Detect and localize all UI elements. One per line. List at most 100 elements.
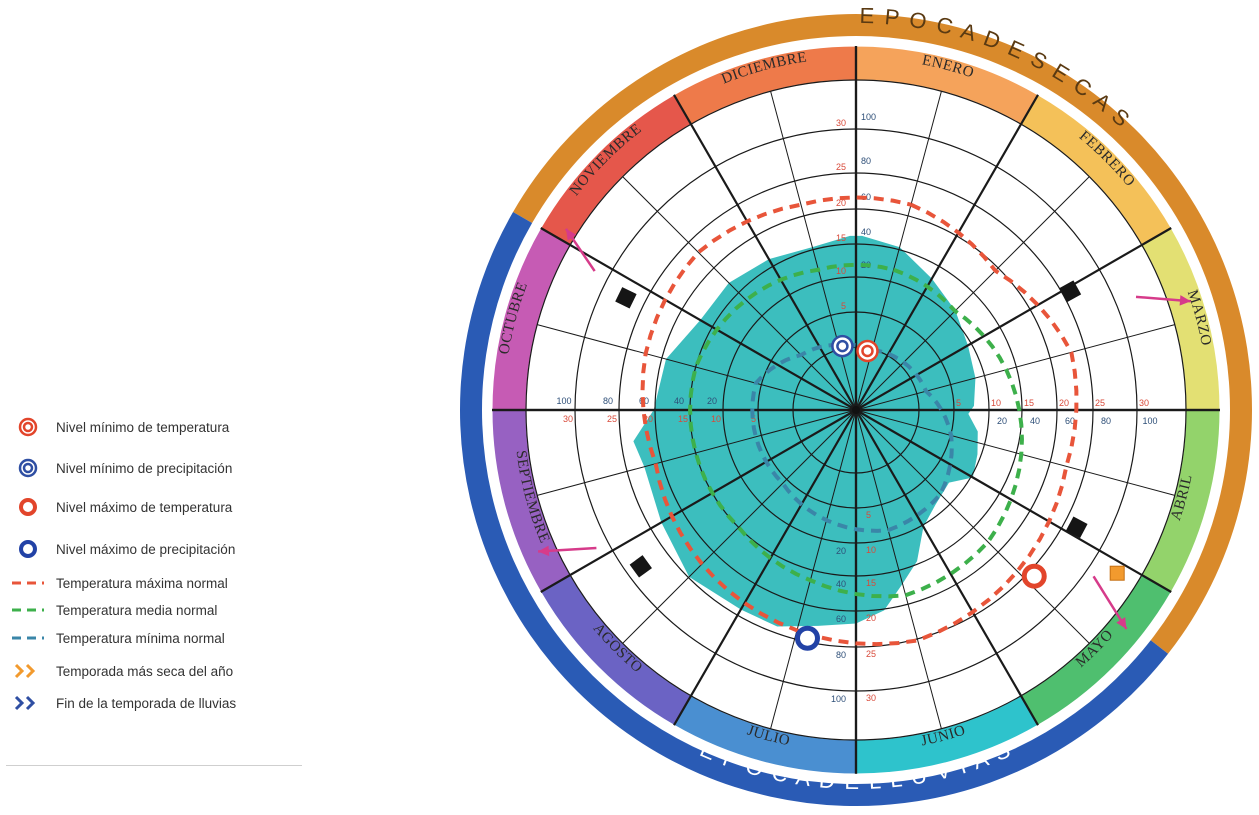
grid-spoke xyxy=(855,409,1172,593)
grid-spoke xyxy=(855,324,1175,411)
precipitation-tick: 80 xyxy=(1101,416,1111,426)
phase-arrow-head xyxy=(565,228,577,241)
grid-spoke xyxy=(673,94,857,411)
grid-spoke xyxy=(673,409,857,726)
precipitation-tick: 20 xyxy=(997,416,1007,426)
temperature-tick: 15 xyxy=(866,578,876,588)
precipitation-tick: 40 xyxy=(674,396,684,406)
grid-spoke xyxy=(855,409,1090,644)
phase-arrow-head xyxy=(1116,617,1127,630)
legend-item-mean-temp-normal: Temperatura media normal xyxy=(6,599,217,621)
temperature-tick: 25 xyxy=(1095,398,1105,408)
legend-label: Fin de la temporada de lluvias xyxy=(56,695,237,711)
min-precipitation-marker-inner xyxy=(836,339,849,353)
temperature-tick: 25 xyxy=(866,649,876,659)
grid-spoke xyxy=(622,409,857,644)
grid-spoke xyxy=(540,409,857,593)
legend-label: Temperatura media normal xyxy=(56,602,218,618)
temperature-tick: 20 xyxy=(836,198,846,208)
min-precipitation-marker xyxy=(831,334,854,358)
temperature-tick: 5 xyxy=(866,510,871,520)
grid-spoke xyxy=(540,227,857,411)
temperature-tick: 15 xyxy=(678,414,688,424)
precipitation-tick: 40 xyxy=(836,579,846,589)
legend-item-max-precipitation: Nivel máximo de precipitación xyxy=(6,538,235,560)
precipitation-tick: 100 xyxy=(1142,416,1157,426)
precipitation-tick: 80 xyxy=(836,650,846,660)
precipitation-tick: 100 xyxy=(556,396,571,406)
legend-item-min-temperature: Nivel mínimo de temperatura xyxy=(6,416,229,438)
legend-item-min-precipitation: Nivel mínimo de precipitación xyxy=(6,457,232,479)
temperature-tick: 30 xyxy=(563,414,573,424)
phase-arrow-head xyxy=(1179,295,1191,306)
legend-item-end-rain-season: Fin de la temporada de lluvias xyxy=(6,692,236,714)
phase-arrow-head xyxy=(538,545,550,557)
temperature-tick: 25 xyxy=(607,414,617,424)
chevrons-blue-icon xyxy=(6,692,50,714)
ring-red-icon xyxy=(6,496,50,518)
legend-label: Nivel máximo de temperatura xyxy=(56,499,233,515)
temperature-tick: 30 xyxy=(866,693,876,703)
legend-label: Temperatura mínima normal xyxy=(56,630,225,646)
grid-spoke xyxy=(622,176,857,411)
max-temperature-marker xyxy=(1021,563,1047,589)
precipitation-tick: 100 xyxy=(861,112,876,122)
chart-center xyxy=(852,406,860,414)
phase-square xyxy=(1065,516,1088,539)
temperature-tick: 10 xyxy=(866,545,876,555)
temperature-tick: 5 xyxy=(751,414,756,424)
temperature-tick: 10 xyxy=(836,266,846,276)
chevrons-orange-icon xyxy=(6,660,50,682)
precipitation-tick: 20 xyxy=(836,546,846,556)
grid-spoke xyxy=(855,176,1090,411)
temperature-tick: 15 xyxy=(836,233,846,243)
series-line-1 xyxy=(688,262,1024,599)
climate-radial-chart: 5 5 5 5 10 10 10 10 15 15 15 15 20 20 20 20 25 25 25 25 30 30… xyxy=(460,8,1253,806)
legend-item-min-temp-normal: Temperatura mínima normal xyxy=(6,627,225,649)
temperature-tick: 5 xyxy=(956,398,961,408)
grid xyxy=(492,46,1220,774)
precipitation-tick: 100 xyxy=(831,694,846,704)
double-circle-red-icon xyxy=(6,416,50,438)
phase-square xyxy=(1059,280,1082,303)
temperature-tick: 30 xyxy=(1139,398,1149,408)
legend-divider xyxy=(6,765,302,766)
series-line-0 xyxy=(640,195,1079,647)
legend-item-max-temp-normal: Temperatura máxima normal xyxy=(6,572,228,594)
dash-blue-icon xyxy=(6,627,50,649)
temperature-tick: 25 xyxy=(836,162,846,172)
temperature-tick: 20 xyxy=(643,414,653,424)
grid-spoke xyxy=(537,409,857,496)
temperature-tick: 20 xyxy=(866,613,876,623)
min-temperature-marker xyxy=(856,339,879,363)
precipitation-tick: 60 xyxy=(836,614,846,624)
precipitation-tick: 80 xyxy=(603,396,613,406)
legend-label: Temperatura máxima normal xyxy=(56,575,228,591)
min-temperature-marker-inner xyxy=(861,344,874,358)
ring-blue-icon xyxy=(6,538,50,560)
max-precipitation-marker xyxy=(794,625,820,651)
legend-label: Nivel mínimo de temperatura xyxy=(56,419,230,435)
legend-label: Nivel máximo de precipitación xyxy=(56,541,236,557)
precipitation-tick: 60 xyxy=(1065,416,1075,426)
dash-green-icon xyxy=(6,599,50,621)
precipitation-tick: 40 xyxy=(1030,416,1040,426)
legend-item-max-temperature: Nivel máximo de temperatura xyxy=(6,496,232,518)
precipitation-tick: 80 xyxy=(861,156,871,166)
grid-spoke xyxy=(855,409,1039,726)
temperature-tick: 15 xyxy=(1024,398,1034,408)
temperature-tick: 5 xyxy=(841,301,846,311)
grid-spoke xyxy=(855,94,1039,411)
grid-spoke xyxy=(537,324,857,411)
precipitation-tick: 20 xyxy=(707,396,717,406)
grid-spoke xyxy=(855,409,1175,496)
double-circle-blue-icon xyxy=(6,457,50,479)
temperature-tick: 30 xyxy=(836,118,846,128)
precipitation-tick: 40 xyxy=(861,227,871,237)
legend-label: Temporada más seca del año xyxy=(56,663,234,679)
grid-spoke xyxy=(855,409,942,729)
temperature-tick: 10 xyxy=(711,414,721,424)
phase-square xyxy=(629,555,652,578)
temperature-tick: 20 xyxy=(1059,398,1069,408)
legend-label: Nivel mínimo de precipitación xyxy=(56,460,233,476)
